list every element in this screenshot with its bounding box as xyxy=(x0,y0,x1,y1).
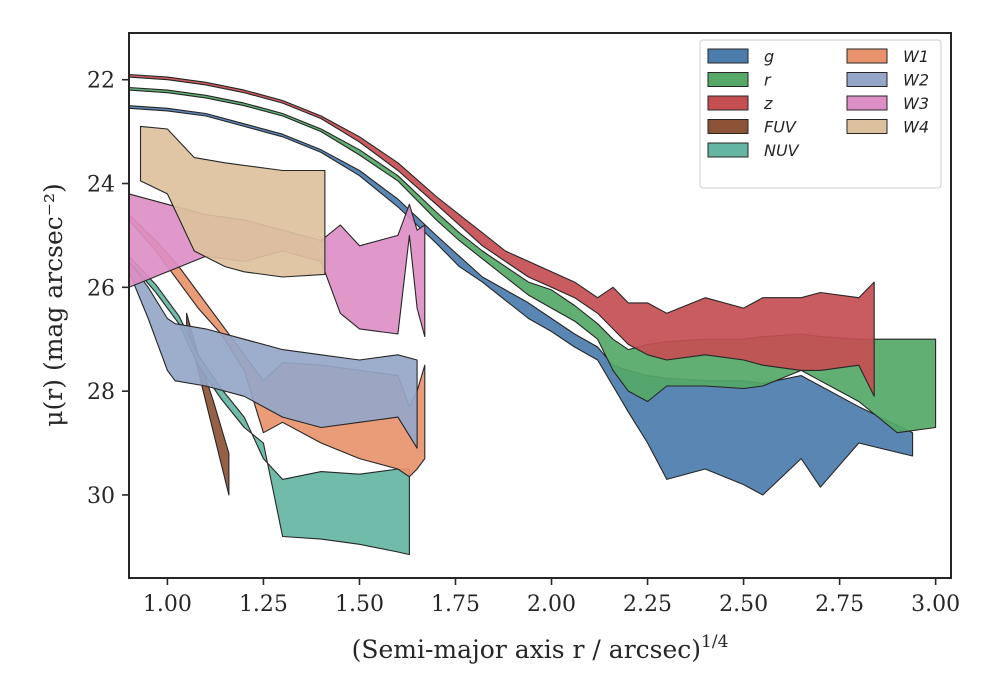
legend-label-z: z xyxy=(763,94,773,113)
legend-swatch-r xyxy=(707,72,749,87)
x-axis-label-text: (Semi-major axis r / arcsec) xyxy=(352,635,701,664)
x-axis-label-exponent: 1/4 xyxy=(701,632,728,652)
x-tick-label: 2.25 xyxy=(623,592,672,617)
x-tick-label: 2.75 xyxy=(815,592,864,617)
band-w4 xyxy=(139,125,326,278)
legend-label-g: g xyxy=(764,47,774,66)
legend-swatch-w3 xyxy=(846,95,888,111)
x-axis-ticks: 1.00 1.25 1.50 1.75 2.00 2.25 2.50 2.75 3.00 xyxy=(143,578,960,617)
x-tick-label: 2.50 xyxy=(719,592,768,617)
legend-label-nuv: NUV xyxy=(764,141,800,160)
legend-swatch-g xyxy=(707,48,749,64)
y-tick-label: 22 xyxy=(87,69,115,94)
y-tick-label: 26 xyxy=(87,276,115,301)
band-z xyxy=(129,73,875,397)
x-tick-label: 1.75 xyxy=(431,592,480,617)
legend-swatch-w2 xyxy=(846,72,888,87)
legend-swatch-w1 xyxy=(846,48,888,64)
legend-label-w1: W1 xyxy=(903,47,929,66)
legend-label-w3: W3 xyxy=(903,94,929,113)
profile-bands xyxy=(129,73,937,556)
band-g xyxy=(129,105,914,496)
y-tick-label: 28 xyxy=(87,380,115,405)
legend-label-r: r xyxy=(764,71,772,90)
x-tick-label: 1.50 xyxy=(335,592,384,617)
plot-frame xyxy=(128,32,952,579)
x-tick-label: 2.00 xyxy=(527,592,576,617)
band-w2 xyxy=(129,260,418,449)
legend-swatch-nuv xyxy=(707,142,749,158)
legend-label-w4: W4 xyxy=(903,118,929,137)
y-axis-label: μ(r) (mag arcsec⁻²) xyxy=(39,183,68,426)
legend: grz FUV NUV W1 W2 W3 W4 xyxy=(699,39,942,189)
x-tick-label: 1.00 xyxy=(143,592,192,617)
x-tick-label: 1.25 xyxy=(239,592,288,617)
y-axis-ticks: 22 24 26 28 30 xyxy=(87,69,129,509)
y-tick-label: 30 xyxy=(87,484,115,509)
legend-label-fuv: FUV xyxy=(764,118,797,137)
x-tick-label: 3.00 xyxy=(911,592,960,617)
x-axis-label: (Semi-major axis r / arcsec)1/4 xyxy=(352,632,729,664)
y-tick-label: 24 xyxy=(87,173,115,198)
legend-swatch-z xyxy=(707,95,749,111)
legend-swatch-w4 xyxy=(846,119,888,134)
legend-swatch-fuv xyxy=(707,119,749,134)
legend-label-w2: W2 xyxy=(903,71,929,90)
